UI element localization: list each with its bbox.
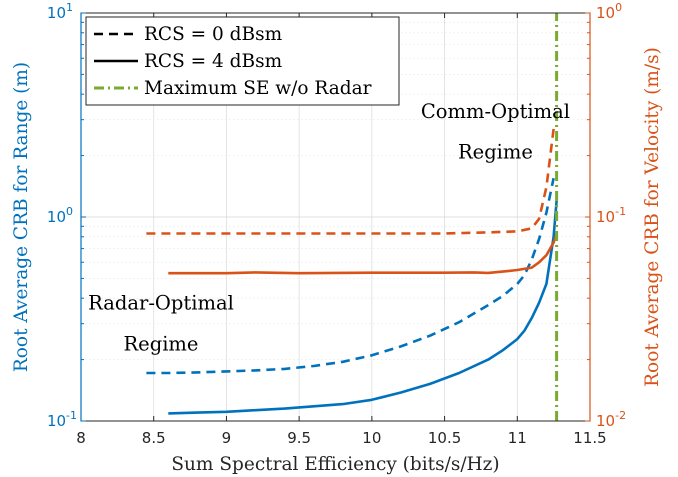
legend-label: RCS = 4 dBsm: [144, 51, 283, 72]
annotation-text: Regime: [458, 140, 533, 163]
series-velocity-crb-dashed: [146, 128, 555, 235]
y-axis-right-label: Root Average CRB for Velocity (m/s): [642, 47, 663, 387]
annotation-text: Comm-Optimal: [421, 100, 570, 123]
series-range-crb-dashed: [146, 177, 555, 375]
x-axis-label: Sum Spectral Efficiency (bits/s/Hz): [171, 454, 499, 475]
x-tick-label: 9: [222, 429, 232, 447]
axis-ticks: 8 8.5 9 9.5 10 10.5 11 11.5 10-1 100 101 10-2 10-1 10…: [47, 1, 626, 447]
y-right-tick-label: 10-1: [596, 205, 626, 226]
x-tick-label: 9.5: [287, 429, 311, 447]
y-left-tick-label: 101: [47, 1, 73, 22]
data-series: [146, 13, 559, 421]
y-right-tick-label: 10-2: [596, 409, 626, 430]
legend-label: Maximum SE w/o Radar: [144, 78, 372, 99]
x-tick-label: 8.5: [142, 429, 166, 447]
series-velocity-crb-solid: [168, 234, 558, 275]
series-range-crb-solid: [168, 200, 558, 415]
legend-box: [85, 16, 400, 106]
legend-label: RCS = 0 dBsm: [144, 24, 283, 45]
annotations: Comm-Optimal Regime Radar-Optimal Regime: [88, 100, 570, 355]
y-left-tick-label: 10-1: [47, 409, 77, 430]
x-tick-label: 10.5: [428, 429, 461, 447]
x-tick-label: 11.5: [573, 429, 606, 447]
y-right-tick-label: 100: [596, 1, 622, 22]
x-tick-label: 8: [76, 429, 86, 447]
x-tick-label: 11: [508, 429, 527, 447]
annotation-text: Regime: [123, 332, 198, 355]
x-tick-label: 10: [362, 429, 381, 447]
annotation-text: Radar-Optimal: [88, 292, 234, 315]
y-left-tick-label: 100: [47, 205, 73, 226]
y-axis-left-label: Root Average CRB for Range (m): [11, 62, 32, 372]
legend: RCS = 0 dBsm RCS = 4 dBsm Maximum SE w/o R…: [85, 16, 400, 106]
